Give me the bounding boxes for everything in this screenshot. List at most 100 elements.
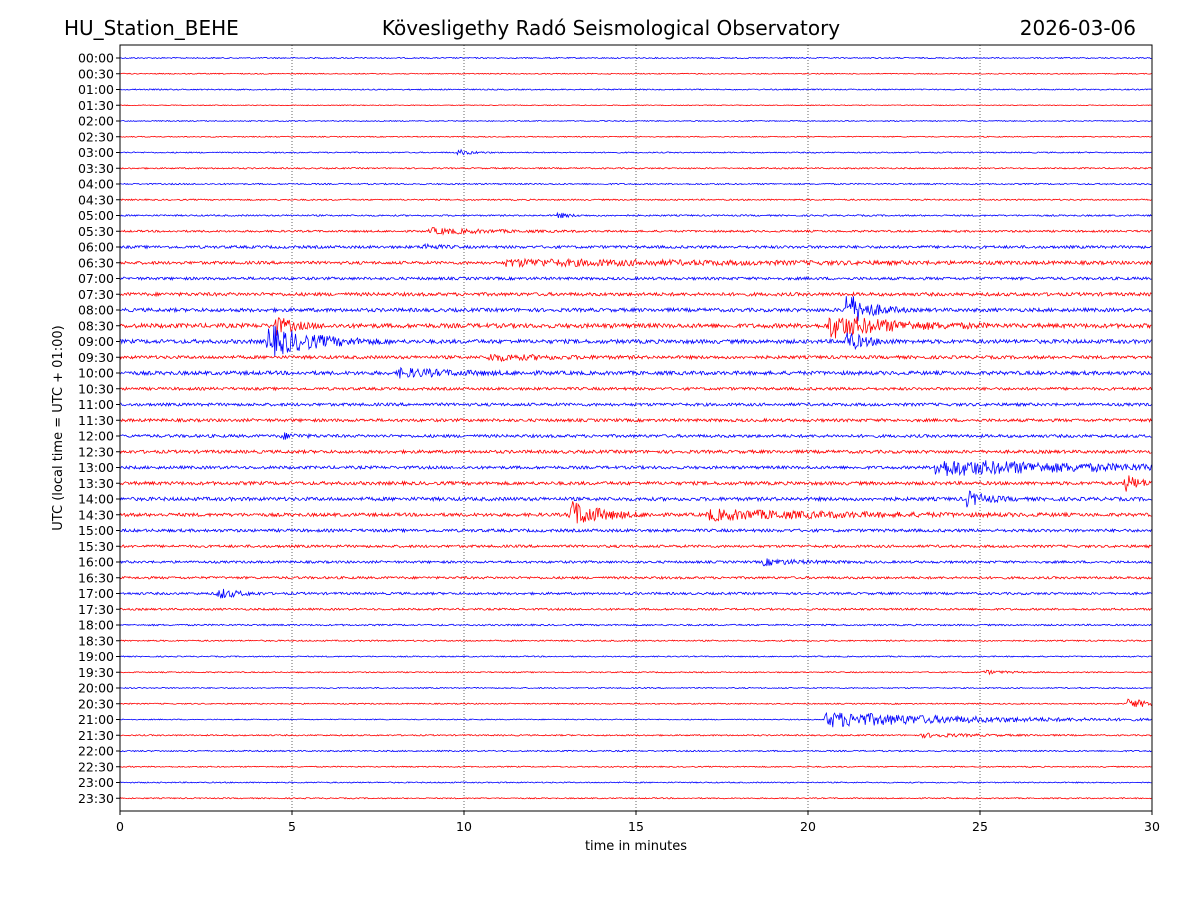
y-tick-label: 01:30: [78, 98, 114, 113]
trace-line: [119, 257, 1152, 268]
trace-line: [119, 623, 1152, 627]
trace-line: [119, 401, 1152, 408]
y-tick-label: 22:30: [78, 759, 114, 774]
y-tick-label: 19:00: [78, 649, 114, 664]
trace-line: [119, 732, 1152, 739]
trace-line: [119, 588, 1152, 599]
y-tick-label: 16:00: [78, 555, 114, 570]
y-tick-label: 08:00: [78, 303, 114, 318]
y-tick-label: 05:30: [78, 224, 114, 239]
trace-line: [119, 417, 1152, 423]
vertical-gridlines: [291, 45, 981, 811]
trace-line: [119, 119, 1152, 123]
y-tick-label: 17:00: [78, 586, 114, 601]
trace-line: [119, 88, 1152, 91]
trace-line: [119, 166, 1152, 170]
station-name: HU_Station_BEHE: [64, 16, 239, 40]
trace-line: [119, 749, 1152, 753]
trace-line: [119, 211, 1152, 219]
trace-line: [119, 655, 1152, 658]
y-tick-label: 06:00: [78, 240, 114, 255]
trace-line: [119, 711, 1152, 728]
y-tick-label: 14:00: [78, 492, 114, 507]
x-axis-label: time in minutes: [585, 839, 687, 854]
trace-line: [119, 686, 1152, 690]
y-tick-label: 05:00: [78, 208, 114, 223]
x-tick-label: 0: [116, 819, 124, 834]
trace-line: [119, 607, 1152, 612]
y-tick-label: 03:30: [78, 161, 114, 176]
y-tick-label: 14:30: [78, 507, 114, 522]
trace-line: [119, 182, 1152, 186]
trace-line: [119, 325, 1152, 357]
trace-line: [119, 490, 1152, 508]
chart-date: 2026-03-06: [1020, 16, 1136, 40]
y-tick-label: 00:30: [78, 66, 114, 81]
y-tick-label: 16:30: [78, 570, 114, 585]
y-tick-label: 21:00: [78, 712, 114, 727]
x-tick-label: 30: [1144, 819, 1160, 834]
y-tick-label: 15:00: [78, 523, 114, 538]
y-tick-label: 11:30: [78, 413, 114, 428]
trace-line: [119, 543, 1152, 549]
y-tick-label: 20:30: [78, 696, 114, 711]
trace-line: [119, 797, 1152, 800]
trace-line: [119, 765, 1152, 769]
y-tick-label: 02:30: [78, 129, 114, 144]
trace-line: [119, 698, 1152, 708]
trace-line: [119, 148, 1152, 156]
trace-line: [119, 366, 1152, 379]
x-tick-label: 10: [456, 819, 472, 834]
y-tick-label: 21:30: [78, 728, 114, 743]
y-tick-label: 10:00: [78, 366, 114, 381]
y-tick-label: 15:30: [78, 539, 114, 554]
y-tick-label: 13:00: [78, 460, 114, 475]
trace-line: [119, 781, 1152, 784]
y-tick-label: 07:30: [78, 287, 114, 302]
trace-line: [119, 243, 1152, 250]
x-tick-label: 25: [972, 819, 988, 834]
trace-line: [119, 527, 1152, 534]
x-tick-label: 15: [628, 819, 644, 834]
trace-line: [119, 291, 1152, 298]
y-axis-label: UTC (local time = UTC + 01:00): [51, 325, 66, 530]
y-tick-label: 19:30: [78, 665, 114, 680]
y-tick-label: 10:30: [78, 381, 114, 396]
y-tick-label: 06:30: [78, 255, 114, 270]
y-tick-label: 18:30: [78, 633, 114, 648]
y-tick-label: 00:00: [78, 51, 114, 66]
plot-frame: [119, 44, 1153, 812]
trace-line: [119, 296, 1152, 322]
trace-line: [119, 448, 1152, 455]
y-tick-label: 08:30: [78, 318, 114, 333]
trace-line: [119, 460, 1152, 476]
y-tick-label: 09:30: [78, 350, 114, 365]
y-tick-label: 01:00: [78, 82, 114, 97]
y-tick-label: 13:30: [78, 476, 114, 491]
trace-line: [119, 198, 1152, 202]
trace-line: [119, 669, 1152, 676]
trace-line: [119, 56, 1152, 60]
trace-line: [119, 386, 1152, 392]
observatory-title: Kövesligethy Radó Seismological Observat…: [382, 16, 840, 40]
y-tick-label: 22:00: [78, 744, 114, 759]
y-tick-label: 17:30: [78, 602, 114, 617]
y-tick-label: 03:00: [78, 145, 114, 160]
seismic-traces: [119, 56, 1152, 800]
trace-line: [119, 432, 1152, 440]
y-tick-label: 07:00: [78, 271, 114, 286]
trace-line: [119, 316, 1152, 339]
y-tick-label: 18:00: [78, 618, 114, 633]
trace-line: [119, 72, 1152, 75]
x-axis-ticks: 0 5 10 15 20 25 30: [116, 811, 1160, 834]
trace-line: [119, 226, 1152, 236]
x-tick-label: 20: [800, 819, 816, 834]
y-tick-label: 23:30: [78, 791, 114, 806]
trace-line: [119, 135, 1152, 138]
trace-line: [119, 501, 1152, 524]
trace-line: [119, 104, 1152, 107]
y-tick-label: 20:00: [78, 681, 114, 696]
x-tick-label: 5: [288, 819, 296, 834]
trace-line: [119, 575, 1152, 580]
